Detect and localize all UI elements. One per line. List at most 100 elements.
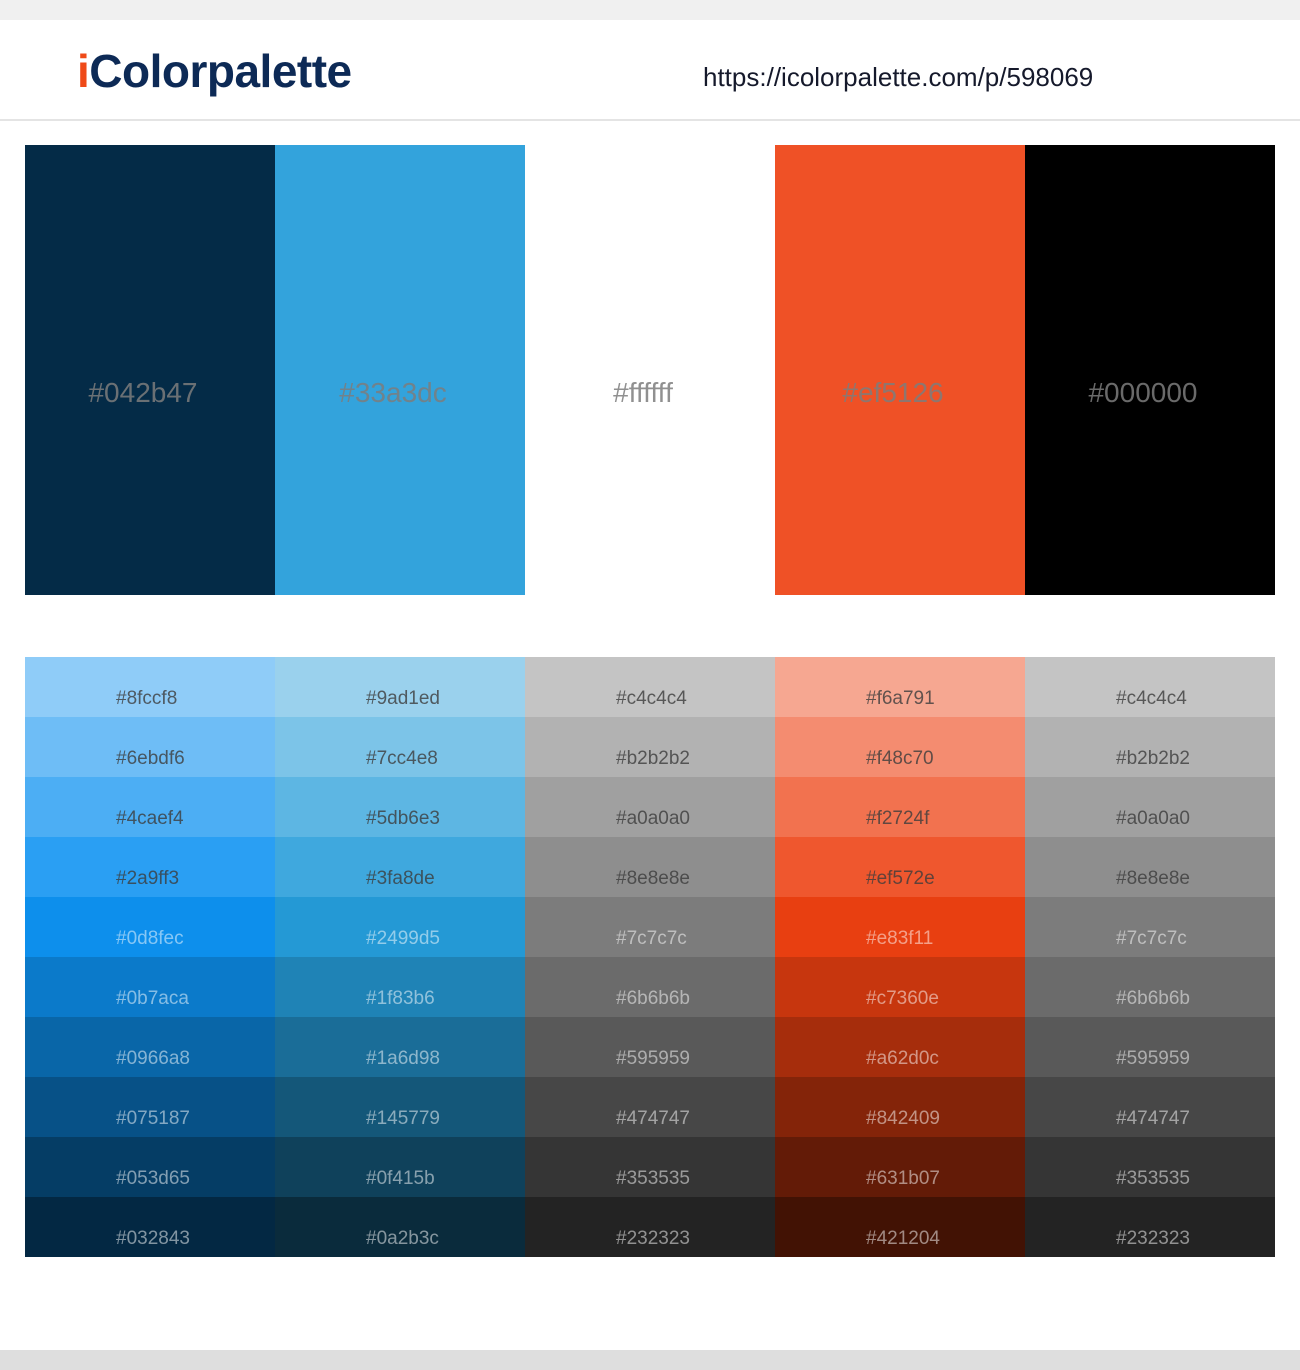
shade-cell[interactable]: #6b6b6b: [1025, 957, 1275, 1017]
shade-code: #2499d5: [366, 928, 440, 949]
shade-grid: #8fccf8 #6ebdf6 #4caef4 #2a9ff3 #0d8fec #0b7a…: [25, 657, 1275, 1257]
shade-code: #a0a0a0: [1116, 808, 1190, 829]
shade-cell[interactable]: #232323: [1025, 1197, 1275, 1257]
shade-cell[interactable]: #595959: [525, 1017, 775, 1077]
shade-code: #075187: [116, 1108, 190, 1129]
color-swatch[interactable]: #ffffff: [525, 145, 775, 595]
shade-column: #f6a791 #f48c70 #f2724f #ef572e #e83f11 #c736…: [775, 657, 1025, 1257]
shade-code: #f48c70: [866, 748, 934, 769]
shade-cell[interactable]: #9ad1ed: [275, 657, 525, 717]
shade-cell[interactable]: #353535: [1025, 1137, 1275, 1197]
shade-cell[interactable]: #a0a0a0: [525, 777, 775, 837]
shade-cell[interactable]: #c4c4c4: [525, 657, 775, 717]
shade-code: #c4c4c4: [616, 688, 687, 709]
shade-cell[interactable]: #075187: [25, 1077, 275, 1137]
shade-cell[interactable]: #c7360e: [775, 957, 1025, 1017]
shade-code: #842409: [866, 1108, 940, 1129]
color-swatch[interactable]: #000000: [1025, 145, 1275, 595]
shade-code: #a0a0a0: [616, 808, 690, 829]
shade-code: #474747: [616, 1108, 690, 1129]
shade-cell[interactable]: #032843: [25, 1197, 275, 1257]
shade-column: #c4c4c4 #b2b2b2 #a0a0a0 #8e8e8e #7c7c7c #6b6b…: [1025, 657, 1275, 1257]
shade-code: #8fccf8: [116, 688, 178, 709]
shade-code: #474747: [1116, 1108, 1190, 1129]
shade-cell[interactable]: #8e8e8e: [525, 837, 775, 897]
shade-code: #0b7aca: [116, 988, 189, 1009]
shade-cell[interactable]: #5db6e3: [275, 777, 525, 837]
shade-code: #c4c4c4: [1116, 688, 1187, 709]
shade-code: #7cc4e8: [366, 748, 438, 769]
shade-cell[interactable]: #474747: [1025, 1077, 1275, 1137]
palette: #042b47 #33a3dc #ffffff #ef5126 #000000: [25, 145, 1275, 595]
color-swatch[interactable]: #ef5126: [775, 145, 1025, 595]
shade-cell[interactable]: #353535: [525, 1137, 775, 1197]
shade-cell[interactable]: #4caef4: [25, 777, 275, 837]
color-code: #33a3dc: [339, 377, 447, 408]
shade-code: #a62d0c: [866, 1048, 939, 1069]
shade-cell[interactable]: #a62d0c: [775, 1017, 1025, 1077]
shade-cell[interactable]: #0d8fec: [25, 897, 275, 957]
shade-cell[interactable]: #2a9ff3: [25, 837, 275, 897]
shade-cell[interactable]: #631b07: [775, 1137, 1025, 1197]
shade-code: #6ebdf6: [116, 748, 185, 769]
shade-code: #b2b2b2: [1116, 748, 1190, 769]
shade-cell[interactable]: #421204: [775, 1197, 1025, 1257]
logo[interactable]: iColorpalette: [77, 45, 352, 97]
shade-code: #0a2b3c: [366, 1228, 439, 1249]
shade-code: #b2b2b2: [616, 748, 690, 769]
top-bar: [0, 0, 1300, 20]
shade-cell[interactable]: #053d65: [25, 1137, 275, 1197]
shade-cell[interactable]: #145779: [275, 1077, 525, 1137]
shade-code: #595959: [1116, 1048, 1190, 1069]
shade-cell[interactable]: #a0a0a0: [1025, 777, 1275, 837]
shade-cell[interactable]: #1a6d98: [275, 1017, 525, 1077]
shade-code: #2a9ff3: [116, 868, 180, 889]
shade-code: #3fa8de: [366, 868, 435, 889]
shade-cell[interactable]: #7c7c7c: [1025, 897, 1275, 957]
shade-cell[interactable]: #0b7aca: [25, 957, 275, 1017]
shade-cell[interactable]: #b2b2b2: [525, 717, 775, 777]
shade-cell[interactable]: #3fa8de: [275, 837, 525, 897]
shade-column: #c4c4c4 #b2b2b2 #a0a0a0 #8e8e8e #7c7c7c #6b6b…: [525, 657, 775, 1257]
shade-code: #1f83b6: [366, 988, 435, 1009]
shade-cell[interactable]: #2499d5: [275, 897, 525, 957]
shade-cell[interactable]: #7cc4e8: [275, 717, 525, 777]
shade-cell[interactable]: #595959: [1025, 1017, 1275, 1077]
color-code: #ef5126: [842, 377, 944, 408]
shade-code: #595959: [616, 1048, 690, 1069]
shade-cell[interactable]: #474747: [525, 1077, 775, 1137]
shade-cell[interactable]: #c4c4c4: [1025, 657, 1275, 717]
shade-code: #1a6d98: [366, 1048, 440, 1069]
shade-code: #6b6b6b: [616, 988, 690, 1009]
shade-cell[interactable]: #0a2b3c: [275, 1197, 525, 1257]
shade-cell[interactable]: #7c7c7c: [525, 897, 775, 957]
page-url[interactable]: https://icolorpalette.com/p/598069: [703, 62, 1094, 92]
color-swatch[interactable]: #33a3dc: [275, 145, 525, 595]
shade-cell[interactable]: #f2724f: [775, 777, 1025, 837]
shade-cell[interactable]: #1f83b6: [275, 957, 525, 1017]
shade-code: #f6a791: [866, 688, 935, 709]
bottom-bar: [0, 1350, 1300, 1370]
shade-code: #0d8fec: [116, 928, 184, 949]
shade-cell[interactable]: #b2b2b2: [1025, 717, 1275, 777]
shade-cell[interactable]: #8e8e8e: [1025, 837, 1275, 897]
shade-column: #9ad1ed #7cc4e8 #5db6e3 #3fa8de #2499d5 #1f83…: [275, 657, 525, 1257]
shade-cell[interactable]: #e83f11: [775, 897, 1025, 957]
shade-cell[interactable]: #ef572e: [775, 837, 1025, 897]
shade-cell[interactable]: #0f415b: [275, 1137, 525, 1197]
shade-cell[interactable]: #8fccf8: [25, 657, 275, 717]
shade-cell[interactable]: #f48c70: [775, 717, 1025, 777]
shade-code: #145779: [366, 1108, 440, 1129]
shade-cell[interactable]: #232323: [525, 1197, 775, 1257]
shade-cell[interactable]: #f6a791: [775, 657, 1025, 717]
shade-cell[interactable]: #6ebdf6: [25, 717, 275, 777]
shade-code: #053d65: [116, 1168, 190, 1189]
shade-cell[interactable]: #842409: [775, 1077, 1025, 1137]
shade-column: #8fccf8 #6ebdf6 #4caef4 #2a9ff3 #0d8fec #0b7a…: [25, 657, 275, 1257]
color-swatch[interactable]: #042b47: [25, 145, 275, 595]
shade-cell[interactable]: #0966a8: [25, 1017, 275, 1077]
shade-code: #7c7c7c: [1116, 928, 1187, 949]
shade-code: #353535: [616, 1168, 690, 1189]
shade-cell[interactable]: #6b6b6b: [525, 957, 775, 1017]
shade-code: #032843: [116, 1228, 190, 1249]
